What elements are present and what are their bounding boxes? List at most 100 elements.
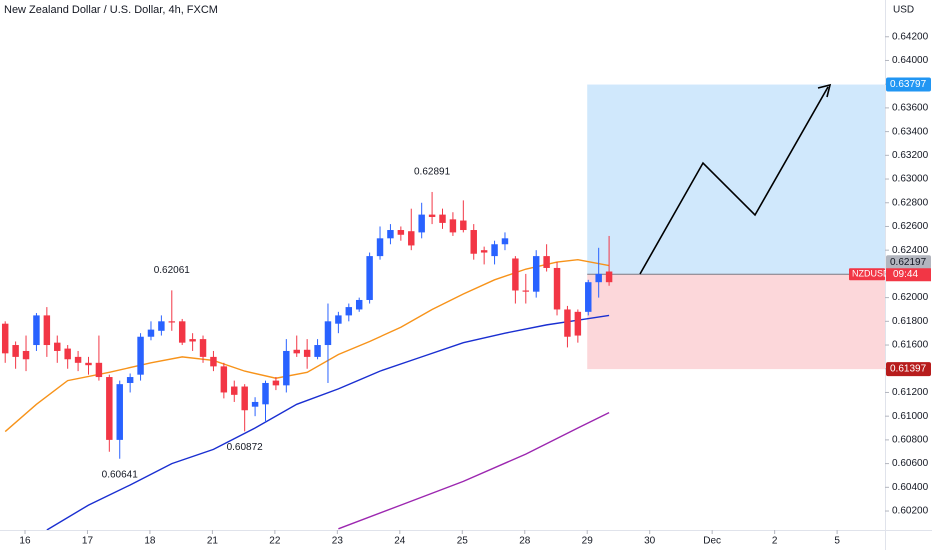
candle-body [501, 238, 509, 245]
candle-body [74, 356, 82, 363]
candle-body [293, 349, 300, 354]
average-line [4, 258, 610, 433]
candle-body [178, 321, 186, 343]
x-tick-label: 22 [269, 536, 281, 547]
candle-body [168, 321, 176, 323]
candle-body [158, 321, 165, 331]
x-tick-label: 17 [82, 536, 94, 547]
candle-body [189, 339, 196, 342]
candle-body [345, 307, 353, 316]
high-label: 0.62061 [154, 265, 191, 276]
candle-body [355, 299, 363, 310]
average-line [338, 411, 610, 530]
low-label: 0.60872 [227, 442, 264, 453]
candle-body [470, 230, 477, 254]
candle-body [199, 339, 207, 357]
y-tick-label: 0.63200 [892, 150, 929, 161]
candle-body [376, 238, 384, 257]
y-tick-label: 0.63600 [892, 103, 929, 114]
candle-body [1, 323, 9, 354]
stop-label-bg [886, 362, 931, 377]
plot-area: 0.62061 0.62891 0.60641 0.60872 [1, 167, 613, 531]
currency: USD [893, 5, 914, 16]
candle-body [335, 315, 342, 324]
high-label: 0.62891 [414, 167, 451, 178]
candle-body [54, 342, 61, 351]
candle-body [22, 350, 30, 360]
candle-body [126, 377, 134, 383]
x-tick-label: 18 [144, 536, 156, 547]
candle-body [43, 315, 51, 346]
candle-body [64, 348, 71, 360]
y-tick-label: 0.61000 [892, 411, 929, 422]
target-zone [587, 84, 885, 275]
y-tick-label: 0.60600 [892, 458, 929, 469]
y-tick-label: 0.64200 [892, 31, 929, 42]
y-tick-label: 0.62400 [892, 245, 929, 256]
candle-body [283, 350, 290, 386]
candle-body [532, 256, 540, 292]
symbol-label-bg [849, 268, 885, 281]
entry-label: 0.62197 [890, 257, 927, 268]
candle-body [95, 362, 103, 378]
y-tick-label: 0.62000 [892, 292, 929, 303]
stop-label: 0.61397 [890, 364, 927, 375]
y-tick-label: 0.60200 [892, 506, 929, 517]
candle-body [241, 386, 248, 411]
candle-body [387, 230, 394, 239]
candle-body [564, 309, 571, 337]
candle-body [543, 256, 550, 268]
candle-body [460, 220, 467, 231]
x-tick-label: 30 [644, 536, 656, 547]
candle-body [605, 271, 613, 283]
candle-body [397, 230, 405, 235]
stop-zone [587, 274, 885, 370]
candle-body [428, 214, 436, 217]
countdown: 09:44 [893, 269, 918, 280]
x-tick-label: 16 [19, 536, 31, 547]
y-tick-label: 0.61800 [892, 316, 929, 327]
candle-body [408, 231, 415, 246]
candle-body [418, 214, 425, 233]
candle-body [231, 386, 238, 395]
candle-body [480, 250, 488, 253]
y-tick-label: 0.61200 [892, 387, 929, 398]
y-tick-label: 0.64000 [892, 55, 929, 66]
target-label: 0.63797 [890, 79, 927, 90]
candle-body [210, 356, 217, 367]
arrow-head [817, 83, 832, 98]
x-tick-label: Dec [703, 536, 721, 547]
position-zones [587, 84, 885, 370]
candle-body [574, 311, 582, 336]
candle-body [324, 321, 332, 346]
low-label: 0.60641 [102, 469, 139, 480]
candle-body [522, 290, 530, 292]
candle-body [85, 362, 92, 366]
symbol-label: NZDUSD [852, 269, 890, 279]
projection-arrow [639, 86, 829, 275]
y-tick-label: 0.63000 [892, 174, 929, 185]
candle-body [366, 256, 373, 300]
x-tick-label: 23 [332, 536, 344, 547]
countdown-bg [886, 268, 931, 282]
target-label-bg [886, 77, 931, 92]
candle-body [595, 273, 602, 283]
candle-body [491, 244, 498, 257]
average-line [46, 314, 610, 531]
candle-body [314, 345, 321, 357]
candle-body [439, 214, 446, 223]
candle-body [147, 329, 155, 337]
candle-body [262, 382, 269, 405]
candle-body [106, 377, 113, 440]
y-tick-label: 0.60800 [892, 435, 929, 446]
y-tick-label: 0.61600 [892, 340, 929, 351]
y-tick-label: 0.63400 [892, 126, 929, 137]
candle-body [553, 267, 561, 310]
chart-title: New Zealand Dollar / U.S. Dollar, 4h, FX… [4, 4, 218, 16]
x-tick-label: 2 [772, 536, 778, 547]
x-tick-label: 25 [457, 536, 469, 547]
candle-body [220, 366, 228, 393]
candle-body [12, 345, 19, 357]
